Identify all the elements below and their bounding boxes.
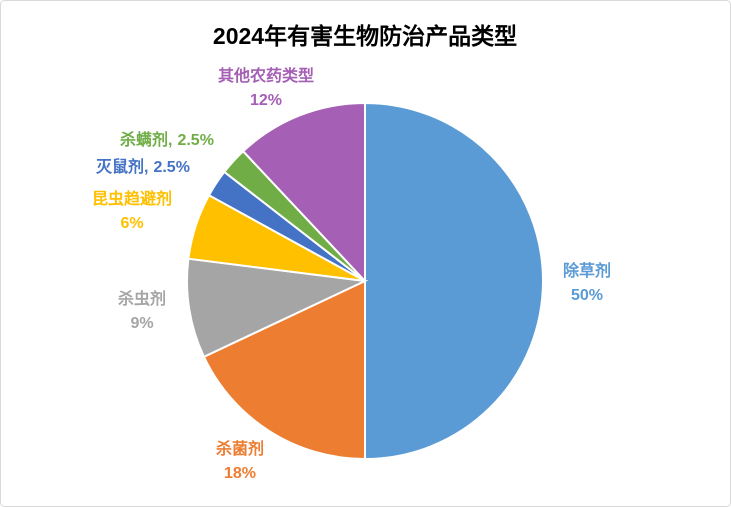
pie-slice: [364, 101, 544, 461]
pie-slice: [202, 279, 366, 461]
slice-label: 杀螨剂, 2.5%: [120, 130, 214, 149]
category-label: 杀螨剂,: [120, 130, 172, 149]
value-label: 9%: [130, 315, 153, 332]
chart-title: 2024年有害生物防治产品类型: [213, 23, 517, 49]
category-label: 杀菌剂: [216, 439, 264, 458]
value-label: 12%: [250, 92, 282, 109]
value-label: 2.5%: [177, 132, 213, 149]
value-label: 50%: [571, 287, 603, 304]
category-label: 昆虫趋避剂: [92, 189, 172, 208]
value-label: 2.5%: [153, 159, 189, 176]
value-label: 6%: [120, 215, 143, 232]
category-label: 灭鼠剂,: [95, 157, 148, 176]
category-label: 其他农药类型: [218, 66, 314, 85]
slice-label: 灭鼠剂, 2.5%: [95, 157, 190, 176]
category-label: 杀虫剂: [118, 289, 166, 308]
pie-slice: [186, 257, 369, 359]
category-label: 除草剂: [563, 261, 611, 280]
value-label: 18%: [224, 465, 256, 482]
pie-slice: [241, 101, 366, 284]
